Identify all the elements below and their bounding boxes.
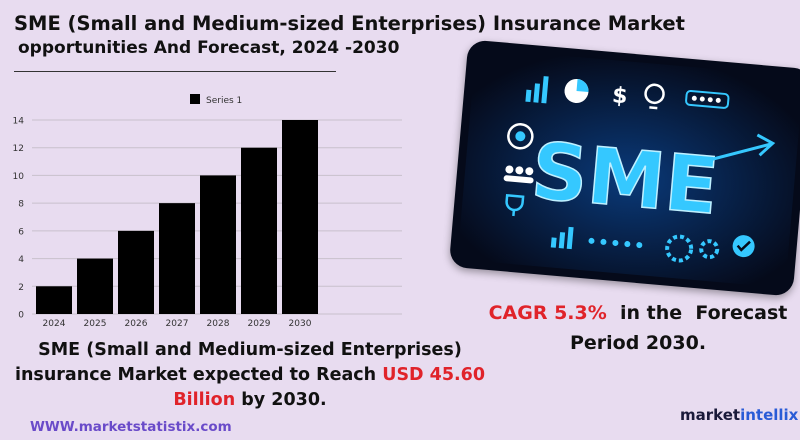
dollar-icon: $	[611, 83, 628, 109]
rocket-icon	[706, 133, 776, 163]
bar	[241, 147, 277, 314]
progress-dots	[588, 237, 643, 249]
y-tick-label: 14	[13, 117, 25, 127]
title-underline	[14, 71, 336, 72]
brand-part-1: market	[680, 406, 741, 424]
rating-stars-icon	[685, 89, 730, 109]
x-tick-label: 2029	[248, 319, 271, 329]
cagr-text-1: in the Forecast	[606, 302, 788, 324]
bar	[36, 286, 72, 314]
caption-line-1: SME (Small and Medium-sized Enterprises)	[38, 340, 462, 360]
bar	[77, 258, 113, 314]
cagr-highlight: CAGR 5.3%	[488, 302, 607, 324]
brand-part-2: intellix	[740, 406, 799, 424]
people-icon	[503, 165, 534, 184]
y-tick-label: 2	[18, 283, 24, 293]
caption-line-2: insurance Market expected to Reach	[14, 365, 383, 385]
caption-highlight: USD 45.60 Billion	[173, 365, 486, 410]
x-tick-label: 2027	[166, 319, 189, 329]
legend-label: Series 1	[206, 96, 242, 106]
website-link[interactable]: WWW.marketstatistix.com	[30, 419, 232, 435]
chart-legend: Series 1	[190, 94, 242, 106]
page-title: SME (Small and Medium-sized Enterprises)…	[14, 12, 685, 60]
bar	[118, 230, 154, 314]
x-tick-label: 2026	[125, 319, 148, 329]
gear-icon	[665, 234, 720, 263]
cagr-text: CAGR 5.3% in the Forecast Period 2030.	[478, 298, 798, 358]
trophy-icon	[505, 193, 525, 217]
y-tick-label: 6	[18, 227, 24, 237]
x-tick-label: 2025	[84, 319, 107, 329]
title-line-2: opportunities And Forecast, 2024 -2030	[18, 38, 400, 58]
y-tick-label: 12	[13, 144, 24, 154]
lightbulb-icon	[644, 83, 665, 110]
y-tick-label: 10	[13, 172, 25, 182]
title-line-1: SME (Small and Medium-sized Enterprises)…	[14, 12, 685, 35]
y-axis-tick-labels: 0 2 4 6 8 10 12 14	[13, 117, 25, 321]
y-tick-label: 8	[18, 200, 24, 210]
bar	[200, 175, 236, 314]
market-caption: SME (Small and Medium-sized Enterprises)…	[0, 338, 500, 413]
cagr-text-2: Period 2030.	[569, 332, 707, 354]
legend-swatch	[190, 94, 200, 104]
brand-logo: marketintellix	[680, 406, 798, 424]
bar	[282, 120, 318, 314]
x-tick-label: 2024	[43, 319, 66, 329]
lower-bar-chart-icon	[550, 226, 574, 250]
x-tick-label: 2028	[207, 319, 230, 329]
sme-text: SME	[528, 127, 722, 233]
x-tick-label: 2030	[289, 319, 312, 329]
target-icon	[507, 123, 534, 150]
chart-bars	[36, 120, 318, 314]
y-tick-label: 0	[18, 311, 24, 321]
tablet-screen	[458, 49, 800, 287]
bar-chart-icon	[525, 76, 549, 104]
x-axis-tick-labels: 2024 2025 2026 2027 2028 2029 2030	[43, 319, 312, 329]
pie-chart-icon	[564, 79, 589, 104]
caption-end: by 2030.	[235, 390, 327, 410]
bar	[159, 203, 195, 314]
y-tick-label: 4	[18, 255, 24, 265]
sme-illustration: SME $	[448, 39, 800, 297]
bar-chart: 0 2 4 6 8 10 12 14 2024 2025 2026 2027 2028 2029 2030…	[13, 94, 402, 329]
check-bubble-icon	[732, 235, 755, 258]
